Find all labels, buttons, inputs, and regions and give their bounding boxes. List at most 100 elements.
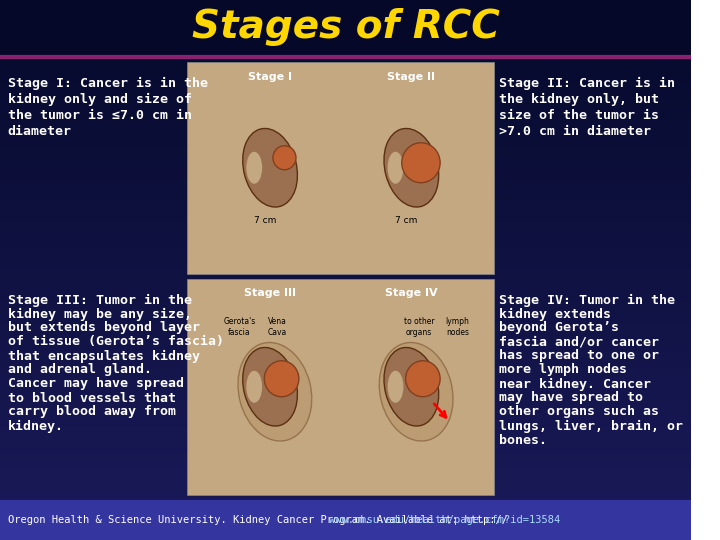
Bar: [0, 405, 691, 410]
Bar: [0, 410, 691, 416]
Bar: [0, 275, 691, 281]
Bar: [0, 518, 691, 524]
Text: but extends beyond layer: but extends beyond layer: [8, 321, 199, 334]
Text: Stage IV: Stage IV: [385, 288, 438, 299]
Bar: [0, 394, 691, 400]
Bar: [0, 76, 691, 81]
Bar: [0, 221, 691, 227]
Bar: [0, 113, 691, 119]
Text: www.ohsu.edu/health/page.cfm?id=13584: www.ohsu.edu/health/page.cfm?id=13584: [328, 515, 560, 525]
Text: diameter: diameter: [8, 125, 72, 138]
Bar: [0, 319, 691, 324]
Text: Stage I: Stage I: [248, 72, 292, 82]
Bar: [0, 535, 691, 540]
Text: the tumor is ≤7.0 cm in: the tumor is ≤7.0 cm in: [8, 109, 192, 122]
Text: fascia and/or cancer: fascia and/or cancer: [499, 335, 659, 348]
Bar: [0, 49, 691, 54]
Bar: [0, 491, 691, 497]
Text: more lymph nodes: more lymph nodes: [499, 363, 627, 376]
Bar: [0, 502, 691, 508]
Text: size of the tumor is: size of the tumor is: [499, 109, 659, 122]
Text: 7 cm: 7 cm: [395, 216, 418, 225]
Bar: [0, 302, 691, 308]
Text: bones.: bones.: [499, 434, 547, 447]
Bar: [0, 92, 691, 97]
Ellipse shape: [238, 342, 312, 441]
Text: that encapsulates kidney: that encapsulates kidney: [8, 349, 199, 362]
Bar: [0, 329, 691, 335]
Bar: [0, 0, 691, 55]
Bar: [0, 81, 691, 86]
Text: has spread to one or: has spread to one or: [499, 349, 659, 362]
Bar: [187, 279, 494, 495]
Bar: [0, 400, 691, 405]
Text: the kidney only, but: the kidney only, but: [499, 93, 659, 106]
Text: kidney may be any size,: kidney may be any size,: [8, 307, 192, 321]
Bar: [0, 38, 691, 43]
Circle shape: [273, 146, 296, 170]
Text: other organs such as: other organs such as: [499, 406, 659, 419]
Bar: [0, 27, 691, 32]
Bar: [0, 140, 691, 146]
Bar: [0, 421, 691, 427]
Text: >7.0 cm in diameter: >7.0 cm in diameter: [499, 125, 651, 138]
Bar: [0, 124, 691, 130]
Text: and adrenal gland.: and adrenal gland.: [8, 363, 152, 376]
Text: Stage III: Tumor in the: Stage III: Tumor in the: [8, 294, 192, 307]
Text: carry blood away from: carry blood away from: [8, 406, 176, 419]
Text: Oregon Health & Science University. Kidney Cancer Program. Available at: http://: Oregon Health & Science University. Kidn…: [8, 515, 508, 525]
Bar: [0, 437, 691, 443]
Circle shape: [264, 361, 299, 397]
Text: Cancer may have spread: Cancer may have spread: [8, 377, 184, 390]
Ellipse shape: [384, 129, 438, 207]
Bar: [0, 70, 691, 76]
Bar: [0, 184, 691, 189]
Bar: [0, 286, 691, 292]
Bar: [0, 448, 691, 454]
Bar: [0, 475, 691, 481]
Bar: [0, 416, 691, 421]
Bar: [0, 54, 691, 59]
Bar: [0, 157, 691, 162]
Bar: [0, 259, 691, 265]
Text: Stage III: Stage III: [244, 288, 296, 299]
Bar: [0, 270, 691, 275]
Ellipse shape: [243, 347, 297, 426]
Bar: [0, 313, 691, 319]
Bar: [0, 281, 691, 286]
Bar: [0, 130, 691, 135]
Ellipse shape: [246, 152, 262, 184]
Text: to other
organs: to other organs: [404, 318, 434, 337]
Ellipse shape: [387, 152, 403, 184]
Bar: [0, 173, 691, 178]
Bar: [0, 362, 691, 367]
Circle shape: [402, 143, 440, 183]
Bar: [0, 11, 691, 16]
Text: lungs, liver, brain, or: lungs, liver, brain, or: [499, 420, 683, 433]
Bar: [0, 167, 691, 173]
Bar: [0, 200, 691, 205]
Bar: [0, 529, 691, 535]
Bar: [0, 470, 691, 475]
Text: near kidney. Cancer: near kidney. Cancer: [499, 377, 651, 390]
Bar: [0, 513, 691, 518]
Bar: [0, 162, 691, 167]
Text: kidney extends: kidney extends: [499, 307, 611, 321]
Text: Stage I: Cancer is in the: Stage I: Cancer is in the: [8, 77, 207, 90]
Bar: [0, 5, 691, 11]
Bar: [0, 43, 691, 49]
Bar: [0, 32, 691, 38]
Bar: [0, 335, 691, 340]
Bar: [0, 389, 691, 394]
Bar: [0, 227, 691, 232]
Bar: [0, 524, 691, 529]
Text: Vena
Cava: Vena Cava: [268, 318, 287, 337]
Bar: [0, 378, 691, 383]
Bar: [0, 324, 691, 329]
Bar: [0, 205, 691, 211]
Bar: [0, 146, 691, 151]
Bar: [0, 86, 691, 92]
Ellipse shape: [387, 371, 403, 403]
Text: Stage II: Stage II: [387, 72, 436, 82]
Bar: [0, 216, 691, 221]
